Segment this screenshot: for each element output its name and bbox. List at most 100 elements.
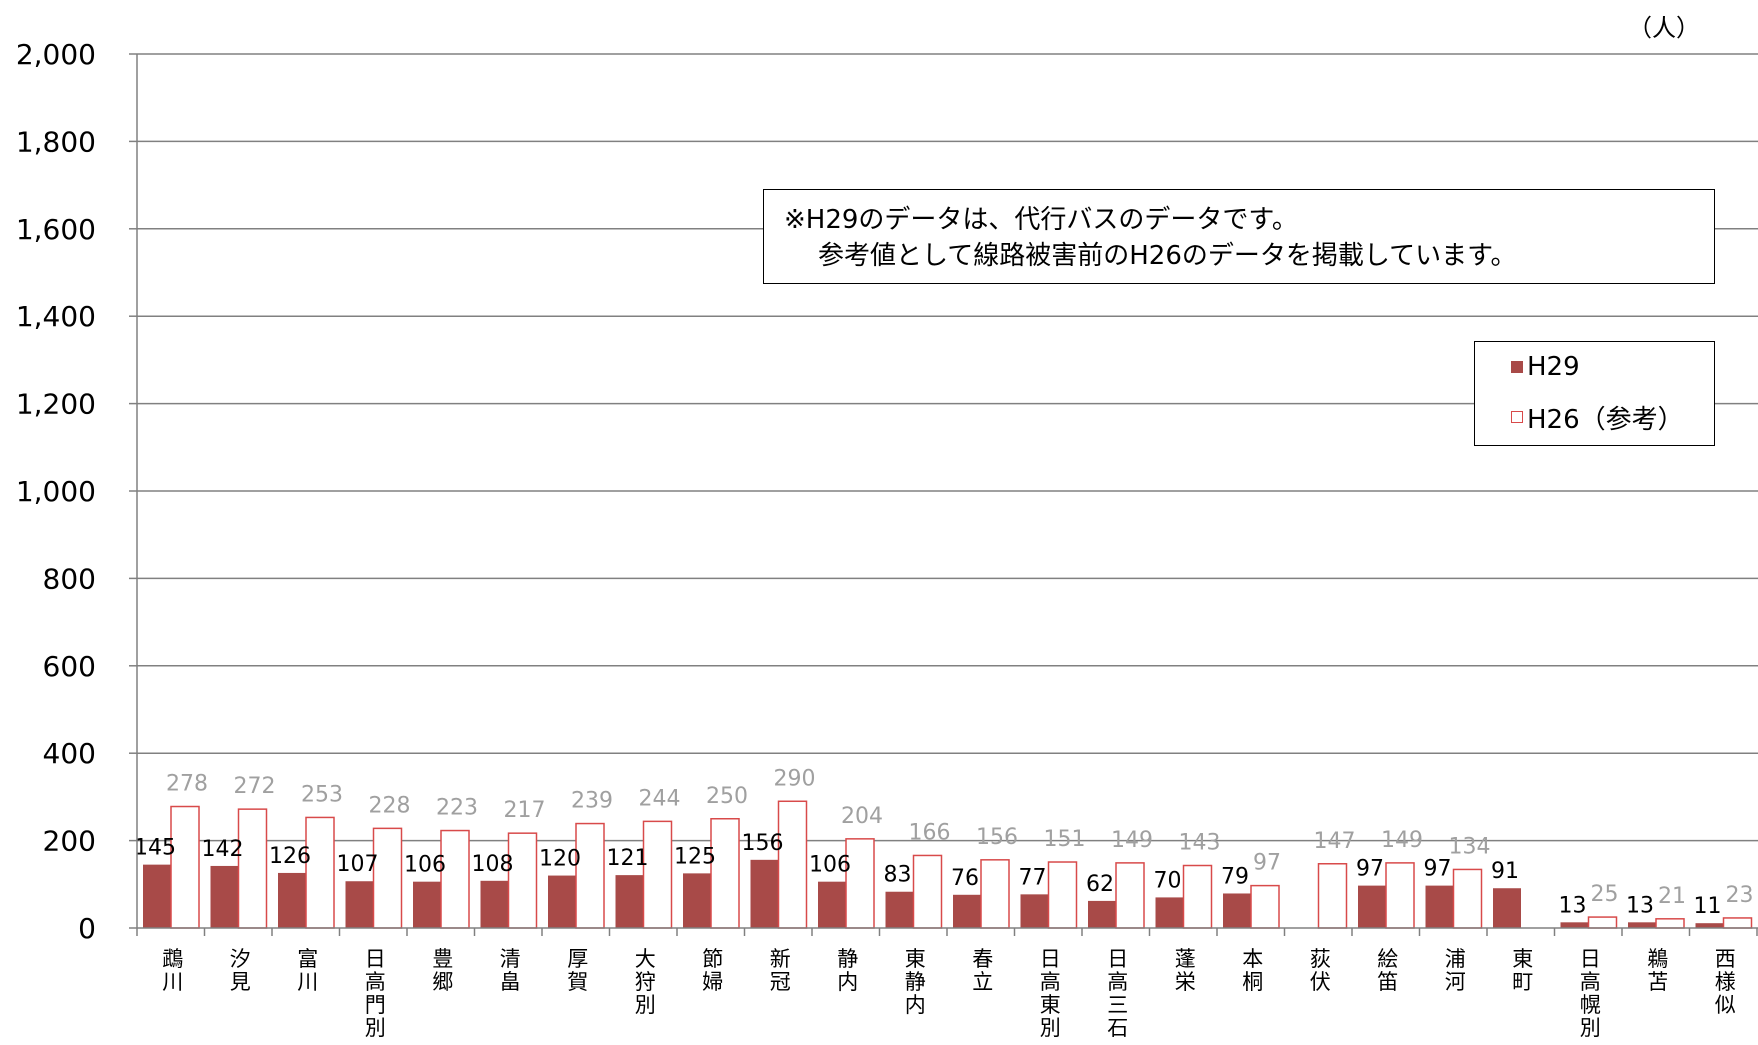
data-label-h26: 253 — [301, 782, 343, 807]
data-label-h29: 91 — [1491, 859, 1519, 884]
data-label-h29: 77 — [1019, 865, 1047, 890]
bar-h26 — [507, 832, 538, 929]
bar-h29 — [1223, 893, 1251, 928]
data-label-h29: 142 — [202, 837, 244, 862]
bar-h29 — [1425, 885, 1454, 928]
data-label-h29: 120 — [539, 847, 581, 872]
data-label-h29: 106 — [404, 853, 446, 878]
x-category-label: 絵笛 — [1377, 947, 1398, 994]
data-label-h29: 126 — [269, 844, 311, 869]
bar-h26 — [1385, 862, 1415, 929]
legend: H29 H26（参考） — [1474, 341, 1715, 446]
data-label-h29: 121 — [607, 846, 649, 871]
bar-h29 — [143, 864, 171, 928]
data-label-h26: 290 — [774, 766, 816, 791]
data-label-h29: 13 — [1626, 893, 1654, 918]
x-category-label: 汐見 — [230, 947, 251, 994]
bar-h26 — [575, 822, 605, 929]
data-label-h26: 149 — [1111, 828, 1153, 853]
bar-h26 — [372, 827, 403, 929]
bar-h29 — [413, 881, 441, 928]
bar-h29 — [210, 865, 239, 928]
bar-h26 — [1722, 917, 1753, 929]
y-tick-label: 1,800 — [16, 125, 96, 158]
bar-h26 — [1655, 918, 1685, 929]
bar-h29 — [548, 875, 576, 928]
x-category-label: 本桐 — [1242, 947, 1263, 994]
data-label-h29: 125 — [674, 844, 716, 869]
data-label-h26: 134 — [1449, 834, 1491, 859]
x-category-label: 日高三石 — [1107, 947, 1128, 1040]
note-line-2: 参考値として線路被害前のH26のデータを掲載しています。 — [818, 241, 1517, 271]
y-tick-label: 800 — [43, 562, 96, 595]
legend-swatch-h26 — [1511, 411, 1523, 423]
bar-h26 — [980, 859, 1010, 929]
bar-h26 — [1115, 862, 1145, 929]
x-category-label: 東町 — [1512, 947, 1533, 994]
bar-h26 — [1047, 861, 1078, 929]
y-tick-label: 1,400 — [16, 300, 96, 333]
data-label-h29: 13 — [1559, 893, 1587, 918]
x-category-label: 蓬栄 — [1175, 947, 1196, 994]
data-label-h26: 147 — [1314, 829, 1356, 854]
bar-h29 — [1088, 900, 1116, 928]
data-label-h26: 204 — [841, 804, 883, 829]
data-label-h26: 250 — [706, 784, 748, 809]
bar-h29 — [885, 891, 914, 928]
data-label-h29: 108 — [472, 852, 514, 877]
data-label-h26: 166 — [909, 820, 951, 845]
legend-label-h26: H26（参考） — [1527, 404, 1684, 435]
data-label-h29: 145 — [134, 836, 176, 861]
bar-h29 — [953, 894, 981, 928]
data-label-h29: 107 — [337, 852, 379, 877]
x-category-label: 豊郷 — [432, 947, 453, 994]
x-category-label: 西様似 — [1715, 947, 1736, 1017]
data-label-h26: 217 — [504, 798, 546, 823]
bar-h26 — [1452, 868, 1483, 929]
bar-h26 — [237, 808, 268, 929]
x-category-label: 厚賀 — [567, 947, 588, 994]
y-tick-label: 1,000 — [16, 475, 96, 508]
bar-h26 — [440, 829, 470, 929]
y-tick-label: 2,000 — [16, 38, 96, 71]
data-label-h26: 272 — [234, 774, 276, 799]
data-label-h29: 79 — [1221, 864, 1249, 889]
bar-h29 — [1695, 923, 1724, 928]
y-tick-label: 0 — [78, 912, 96, 945]
data-label-h29: 97 — [1424, 857, 1452, 882]
bar-h26 — [170, 805, 200, 929]
x-category-label: 荻伏 — [1310, 947, 1331, 994]
gridlines — [137, 53, 1758, 842]
data-label-h26: 21 — [1658, 884, 1686, 909]
bar-h29 — [683, 873, 711, 928]
data-labels: 145 278 142 272 126 253 107 228 106 223 108 217 120 2… — [134, 766, 1754, 919]
x-category-label: 節婦 — [702, 947, 723, 994]
y-tick-label: 200 — [43, 825, 96, 858]
y-tick-label: 1,200 — [16, 388, 96, 421]
data-label-h26: 25 — [1591, 882, 1619, 907]
data-label-h26: 143 — [1179, 831, 1221, 856]
legend-label-h29: H29 — [1527, 352, 1580, 382]
bar-h26 — [1587, 916, 1618, 929]
axes: 0 200 400 600 800 1,000 1,200 1,400 1,600 1,800 2,… — [16, 38, 1758, 1040]
bar-h29 — [1628, 922, 1656, 928]
bar-h26 — [912, 854, 943, 929]
data-label-h29: 70 — [1154, 868, 1182, 893]
bar-h29 — [818, 881, 846, 928]
bar-h29 — [1020, 894, 1049, 928]
data-label-h26: 223 — [436, 796, 478, 821]
x-category-label: 日高門別 — [365, 947, 386, 1040]
x-category-label: 大狩別 — [635, 947, 656, 1017]
data-label-h26: 239 — [571, 789, 613, 814]
x-category-label: 東静内 — [905, 947, 926, 1017]
bar-h29 — [345, 881, 374, 928]
data-label-h29: 62 — [1086, 872, 1114, 897]
legend-item-h26: H26（参考） — [1511, 402, 1684, 435]
bar-h26 — [710, 818, 740, 929]
note-line-1: ※H29のデータは、代行バスのデータです。 — [784, 205, 1298, 235]
x-category-label: 鵜苫 — [1647, 947, 1668, 994]
data-label-h26: 23 — [1726, 883, 1754, 908]
bar-h26 — [1250, 884, 1280, 929]
bar-h29 — [1155, 897, 1184, 928]
legend-item-h29: H29 — [1511, 352, 1580, 382]
